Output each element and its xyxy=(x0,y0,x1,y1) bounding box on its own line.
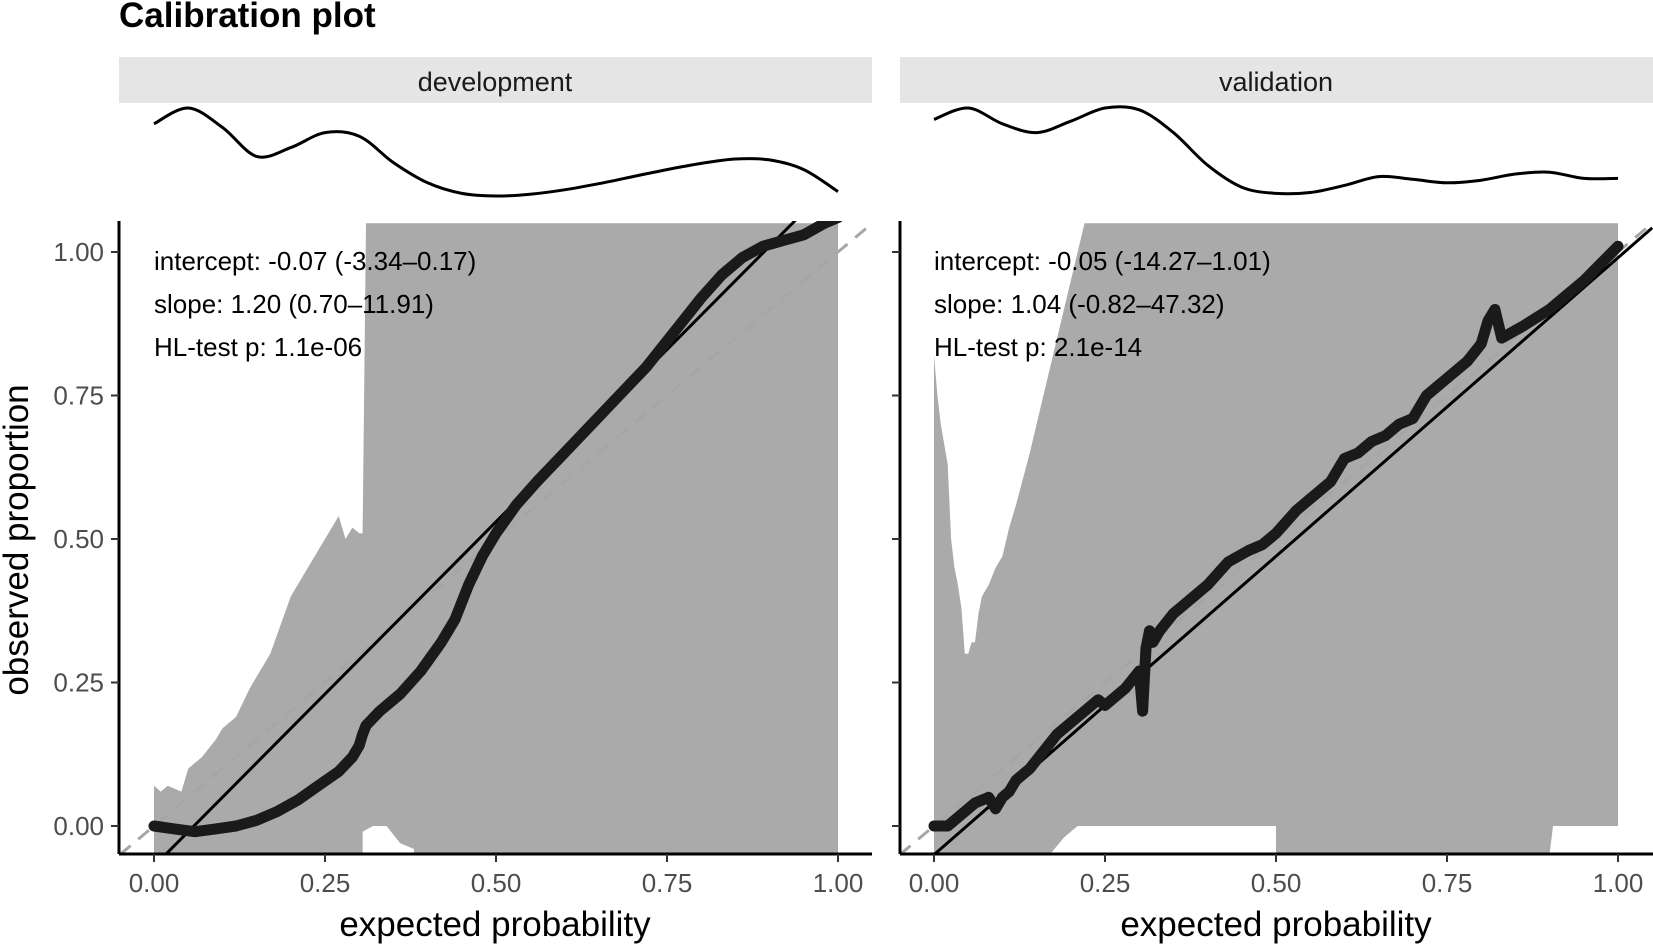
density-strip-development xyxy=(153,106,839,198)
annotation-hl-test: HL-test p: 2.1e-14 xyxy=(934,332,1142,362)
x-tick-label: 0.00 xyxy=(129,868,180,898)
chart-title: Calibration plot xyxy=(119,0,376,35)
x-tick-label: 0.75 xyxy=(1422,868,1473,898)
x-tick-label: 0.50 xyxy=(1251,868,1302,898)
x-tick-label: 1.00 xyxy=(813,868,864,898)
density-strip-validation xyxy=(933,105,1619,196)
x-axis-label-development: expected probability xyxy=(339,905,651,944)
strip-development xyxy=(119,57,872,103)
annotation-slope: slope: 1.04 (-0.82–47.32) xyxy=(934,289,1225,319)
x-axis-label-validation: expected probability xyxy=(1120,905,1432,944)
annotation-hl-test: HL-test p: 1.1e-06 xyxy=(154,332,362,362)
axes-validation: 0.00 0.25 0.50 0.75 1.00 xyxy=(892,221,1653,898)
annotation-intercept: intercept: -0.07 (-3.34–0.17) xyxy=(154,246,476,276)
y-tick-label: 0.25 xyxy=(53,668,104,698)
y-tick-label: 0.50 xyxy=(53,524,104,554)
x-tick-label: 0.25 xyxy=(300,868,351,898)
density-curve xyxy=(933,105,1619,196)
x-tick-label: 0.75 xyxy=(642,868,693,898)
ci-gap xyxy=(1549,826,1618,854)
stats-annotation-development: intercept: -0.07 (-3.34–0.17) slope: 1.2… xyxy=(154,246,476,362)
panel-development: development 0.00 0.25 0.50 0.75 1.00 0.00 0.25… xyxy=(53,57,872,944)
plot-area-development xyxy=(119,221,872,854)
annotation-intercept: intercept: -0.05 (-14.27–1.01) xyxy=(934,246,1271,276)
strip-label-validation: validation xyxy=(1219,67,1333,97)
x-tick-label: 0.50 xyxy=(471,868,522,898)
strip-validation xyxy=(900,57,1653,103)
calibration-curve xyxy=(148,221,843,838)
stats-annotation-validation: intercept: -0.05 (-14.27–1.01) slope: 1.… xyxy=(934,246,1271,362)
x-tick-label: 0.25 xyxy=(1080,868,1131,898)
x-tick-label: 0.00 xyxy=(909,868,960,898)
annotation-slope: slope: 1.20 (0.70–11.91) xyxy=(154,289,434,319)
ci-gap xyxy=(362,826,414,854)
plot-layers xyxy=(119,221,872,854)
calibration-curve xyxy=(928,240,1624,832)
plot-area-validation xyxy=(900,222,1653,854)
panel-validation: validation 0.00 0.25 0.50 0.75 1.00 expected… xyxy=(892,57,1653,944)
y-axis-label: observed proportion xyxy=(0,384,36,695)
strip-label-development: development xyxy=(418,67,573,97)
fit-line xyxy=(163,221,797,854)
y-tick-label: 0.00 xyxy=(53,811,104,841)
y-tick-label: 0.75 xyxy=(53,381,104,411)
density-curve xyxy=(153,106,839,198)
y-tick-label: 1.00 xyxy=(53,237,104,267)
x-tick-label: 1.00 xyxy=(1593,868,1644,898)
plot-layers xyxy=(900,222,1653,854)
ci-gap xyxy=(1050,826,1276,854)
axes-development: 0.00 0.25 0.50 0.75 1.00 0.00 0.25 0.50 0.75 1.00 xyxy=(53,221,872,898)
